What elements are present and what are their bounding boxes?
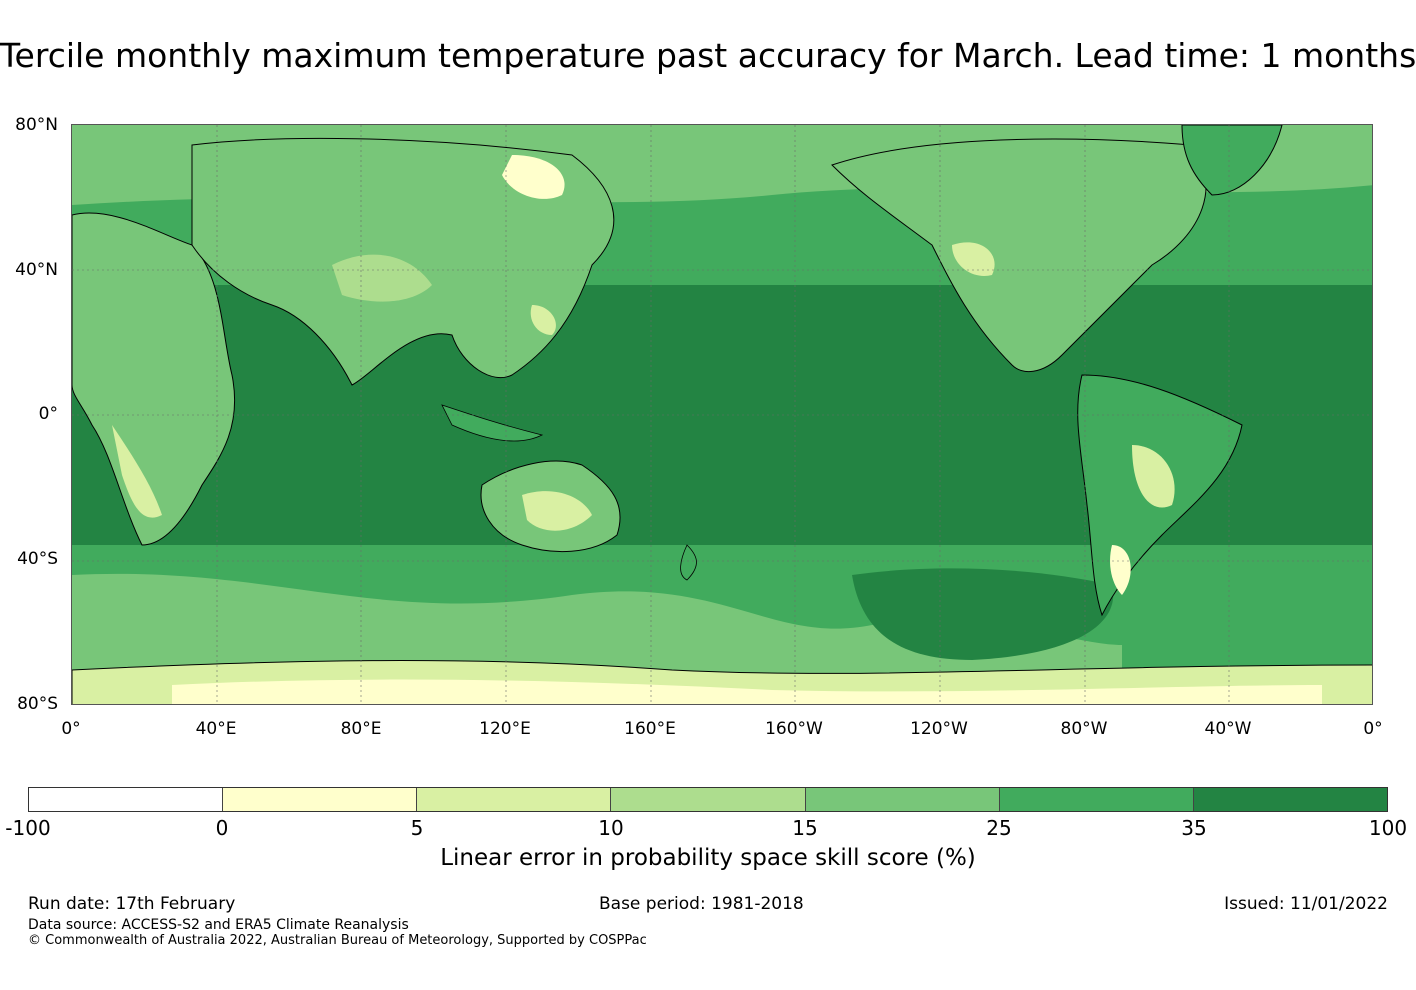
colorbar-tick: 25 xyxy=(986,816,1012,840)
lat-label-40n: 40°N xyxy=(15,260,58,280)
map-canvas xyxy=(72,125,1372,704)
lon-label-120e: 120°E xyxy=(479,719,531,739)
graticule xyxy=(72,125,1372,704)
antarctica-light xyxy=(172,679,1322,704)
china-light xyxy=(530,305,556,335)
lat-label-80n: 80°N xyxy=(15,115,58,135)
brazil-light xyxy=(1132,445,1175,508)
indonesia-land xyxy=(441,404,544,442)
new-zealand-land xyxy=(680,544,697,581)
colorbar-label: Linear error in probability space skill … xyxy=(440,845,976,871)
australia-light xyxy=(522,491,592,531)
colorbar-tick: 35 xyxy=(1181,816,1207,840)
colorbar-tick: 15 xyxy=(792,816,818,840)
run-date: Run date: 17th February xyxy=(28,894,236,914)
lon-label-160w: 160°W xyxy=(765,719,823,739)
colorbar-tick: 0 xyxy=(215,816,229,840)
lon-label-0-left: 0° xyxy=(61,719,81,739)
colorbar-segment xyxy=(611,788,806,811)
colorbar-segment xyxy=(29,788,224,811)
colorbar-tick: 10 xyxy=(598,816,624,840)
us-light xyxy=(952,242,995,276)
lon-label-40w: 40°W xyxy=(1204,719,1252,739)
lat-label-0: 0° xyxy=(38,404,58,424)
colorbar-segment xyxy=(223,788,418,811)
map-title: Tercile monthly maximum temperature past… xyxy=(0,36,1416,75)
patagonia-light xyxy=(1110,545,1131,595)
colorbar xyxy=(28,787,1388,812)
lon-label-80e: 80°E xyxy=(340,719,382,739)
colorbar-segment xyxy=(1193,788,1387,811)
skill-score-map xyxy=(71,124,1373,705)
greenland-land xyxy=(1181,125,1283,196)
africa-south-light xyxy=(112,425,162,518)
asia-light-1 xyxy=(332,254,432,302)
lon-label-40e: 40°E xyxy=(195,719,237,739)
lon-label-80w: 80°W xyxy=(1060,719,1108,739)
copyright: © Commonwealth of Australia 2022, Austra… xyxy=(28,933,647,948)
data-source: Data source: ACCESS-S2 and ERA5 Climate … xyxy=(28,917,409,933)
base-period: Base period: 1981-2018 xyxy=(599,894,804,914)
issued-date: Issued: 11/01/2022 xyxy=(1224,894,1388,914)
colorbar-tick: -100 xyxy=(5,816,51,840)
colorbar-segment xyxy=(417,788,612,811)
colorbar-tick: 100 xyxy=(1368,816,1408,840)
colorbar-segment xyxy=(999,788,1194,811)
colorbar-segment xyxy=(805,788,1000,811)
colorbar-tick: 5 xyxy=(410,816,424,840)
north-america-land xyxy=(831,138,1207,373)
south-pacific-dark xyxy=(852,568,1114,660)
lat-label-80s: 80°S xyxy=(17,694,58,714)
siberia-light xyxy=(502,155,565,199)
lat-label-40s: 40°S xyxy=(17,549,58,569)
lon-label-0-right: 0° xyxy=(1363,719,1383,739)
lon-label-160e: 160°E xyxy=(624,719,676,739)
lon-label-120w: 120°W xyxy=(910,719,968,739)
